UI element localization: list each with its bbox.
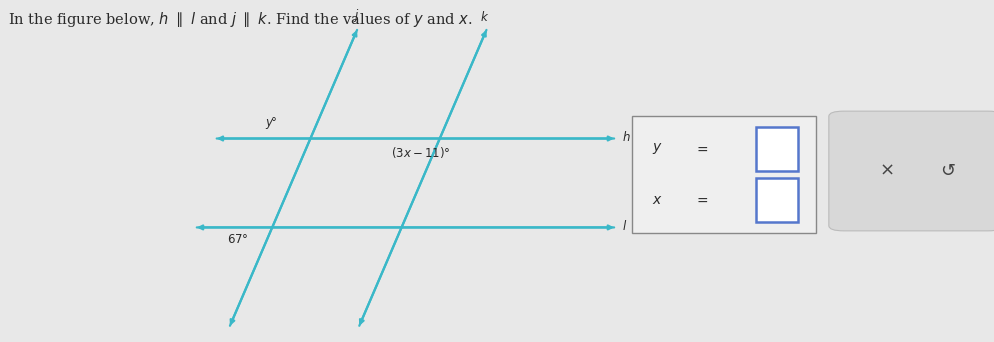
Text: $j$: $j$ [353, 7, 359, 24]
Text: $x$: $x$ [651, 193, 662, 207]
Text: $(3x - 11)°$: $(3x - 11)°$ [391, 145, 450, 160]
FancyBboxPatch shape [755, 178, 797, 222]
FancyBboxPatch shape [755, 127, 797, 171]
Text: $h$: $h$ [621, 131, 630, 144]
Text: $=$: $=$ [693, 193, 708, 207]
Text: $l$: $l$ [621, 220, 626, 233]
Text: $67°$: $67°$ [227, 233, 248, 246]
Text: In the figure below, $h$ $\parallel$ $l$ and $j$ $\parallel$ $k$. Find the value: In the figure below, $h$ $\parallel$ $l$… [8, 10, 472, 29]
Text: $=$: $=$ [693, 142, 708, 156]
FancyBboxPatch shape [631, 116, 815, 233]
Text: $y$: $y$ [651, 141, 662, 156]
Text: ↺: ↺ [939, 162, 954, 180]
Text: ×: × [879, 162, 894, 180]
FancyBboxPatch shape [828, 111, 994, 231]
Text: $y\!°$: $y\!°$ [264, 115, 276, 131]
Text: $k$: $k$ [479, 10, 489, 24]
